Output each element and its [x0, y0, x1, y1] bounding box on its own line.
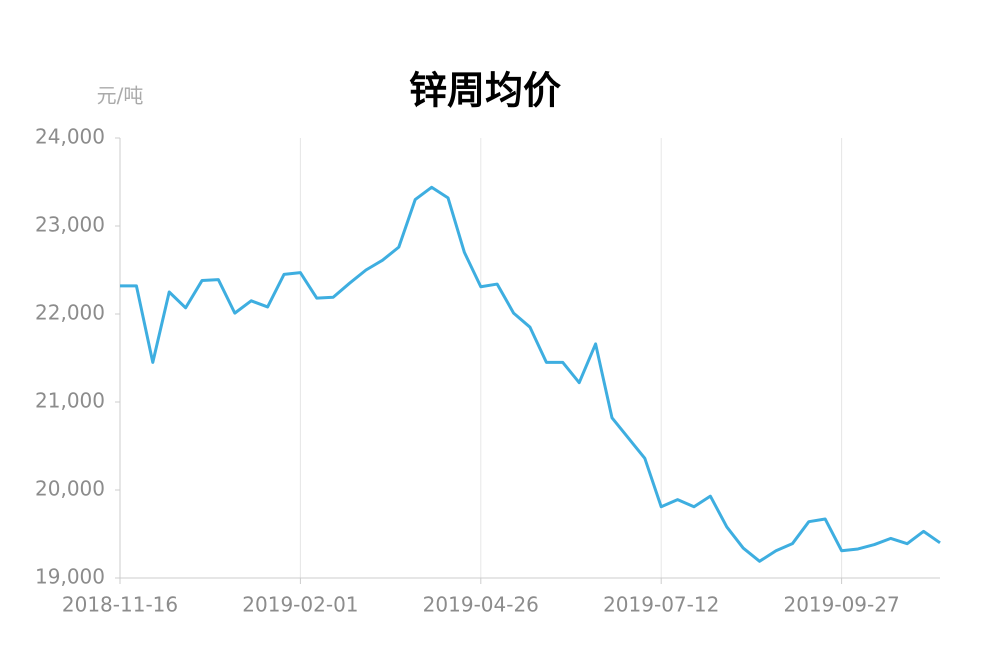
x-tick-label: 2019-02-01 [242, 593, 358, 617]
x-tick-label: 2018-11-16 [62, 593, 178, 617]
chart-title: 锌周均价 [409, 69, 561, 113]
y-tick-label: 21,000 [35, 389, 105, 413]
y-tick-label: 22,000 [35, 301, 105, 325]
y-tick-label: 20,000 [35, 477, 105, 501]
data-line [120, 185, 941, 563]
x-tick-label: 2019-04-26 [423, 593, 539, 617]
y-tick-label: 19,000 [35, 565, 105, 589]
y-tick-label: 24,000 [35, 125, 105, 149]
x-tick-label: 2019-09-27 [783, 593, 899, 617]
y-tick-label: 23,000 [35, 213, 105, 237]
x-tick-label: 2019-07-12 [603, 593, 719, 617]
y-unit: 元/吨 [97, 84, 144, 108]
